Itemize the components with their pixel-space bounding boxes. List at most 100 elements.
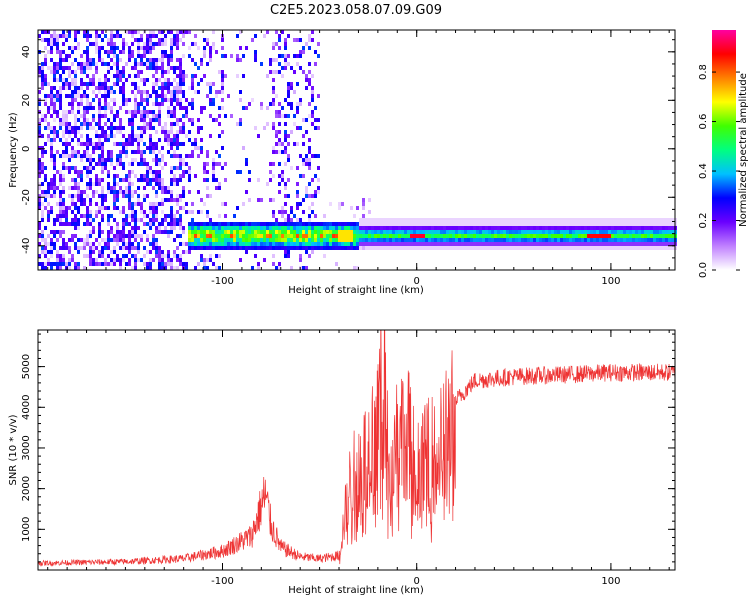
spectrogram-cell <box>461 242 464 246</box>
spectrogram-cell <box>350 222 353 226</box>
spectrogram-cell <box>83 106 86 110</box>
spectrogram-cell <box>605 234 608 238</box>
spectrogram-cell <box>92 226 95 230</box>
spectrogram-cell <box>215 226 218 230</box>
spectrogram-cell <box>467 234 470 238</box>
spectrogram-cell <box>287 254 290 258</box>
spectrogram-cell <box>272 214 275 218</box>
spectrogram-cell <box>50 50 53 54</box>
spectrogram-cell <box>299 154 302 158</box>
spectrogram-cell <box>398 222 401 226</box>
spectrogram-cell <box>101 126 104 130</box>
spectrogram-cell <box>350 226 353 230</box>
spectrogram-cell <box>128 230 131 234</box>
spectrogram-cell <box>128 58 131 62</box>
spectrogram-cell <box>80 114 83 118</box>
spectrogram-cell <box>287 238 290 242</box>
spectrogram-cell <box>317 154 320 158</box>
spectrogram-cell <box>284 194 287 198</box>
spectrogram-cell <box>269 70 272 74</box>
spectrogram-cell <box>122 218 125 222</box>
spectrogram-cell <box>161 198 164 202</box>
spectrogram-cell <box>536 218 539 222</box>
spectrogram-cell <box>248 234 251 238</box>
spectrogram-cell <box>563 230 566 234</box>
spectrogram-cell <box>377 222 380 226</box>
spectrogram-cell <box>299 254 302 258</box>
spectrogram-cell <box>296 142 299 146</box>
spectrogram-cell <box>158 170 161 174</box>
spectrogram-cell <box>527 230 530 234</box>
spectrogram-cell <box>263 238 266 242</box>
spectrogram-cell <box>548 226 551 230</box>
spectrogram-cell <box>107 190 110 194</box>
spectrogram-cell <box>608 226 611 230</box>
spectrogram-cell <box>98 86 101 90</box>
spectrogram-cell <box>71 218 74 222</box>
spectrogram-cell <box>635 246 638 250</box>
spectrogram-cell <box>485 226 488 230</box>
spectrogram-cell <box>173 150 176 154</box>
spectrogram-cell <box>263 126 266 130</box>
spectrogram-cell <box>185 250 188 254</box>
spectrogram-cell <box>95 30 98 34</box>
spectrogram-cell <box>188 238 191 242</box>
spectrogram-cell <box>299 202 302 206</box>
spectrogram-cell <box>134 74 137 78</box>
spectrogram-cell <box>410 226 413 230</box>
spectrogram-cell <box>110 126 113 130</box>
spectrogram-cell <box>212 222 215 226</box>
spectrogram-cell <box>434 218 437 222</box>
spectrogram-cell <box>92 250 95 254</box>
spectrogram-cell <box>140 34 143 38</box>
spectrogram-cell <box>278 246 281 250</box>
spectrogram-cell <box>158 174 161 178</box>
spectrogram-cell <box>317 94 320 98</box>
spectrogram-cell <box>518 234 521 238</box>
spectrogram-cell <box>371 234 374 238</box>
spectrogram-cell <box>617 234 620 238</box>
spectrogram-cell <box>53 106 56 110</box>
spectrogram-cell <box>353 234 356 238</box>
spectrogram-cell <box>536 238 539 242</box>
spectrogram-cell <box>170 178 173 182</box>
spectrogram-cell <box>122 246 125 250</box>
spectrogram-cell <box>590 218 593 222</box>
spectrogram-cell <box>173 122 176 126</box>
spectrogram-cell <box>170 218 173 222</box>
spectrogram-cell <box>146 62 149 66</box>
spectrogram-cell <box>221 54 224 58</box>
spectrogram-cell <box>617 222 620 226</box>
spectrogram-cell <box>53 30 56 34</box>
spectrogram-cell <box>278 54 281 58</box>
spectrogram-cell <box>224 178 227 182</box>
spectrogram-cell <box>542 226 545 230</box>
spectrogram-cell <box>122 126 125 130</box>
spectrogram-cell <box>98 34 101 38</box>
spectrogram-cell <box>308 70 311 74</box>
y-tick-label: 0 <box>21 146 32 152</box>
spectrogram-cell <box>89 254 92 258</box>
spectrogram-cell <box>272 70 275 74</box>
spectrogram-cell <box>68 94 71 98</box>
spectrogram-cell <box>614 246 617 250</box>
spectrogram-cell <box>152 30 155 34</box>
spectrogram-cell <box>104 98 107 102</box>
spectrogram-cell <box>440 238 443 242</box>
spectrogram-cell <box>422 242 425 246</box>
spectrogram-cell <box>119 238 122 242</box>
spectrogram-cell <box>449 222 452 226</box>
spectrogram-cell <box>134 98 137 102</box>
spectrogram-cell <box>122 142 125 146</box>
spectrogram-cell <box>458 234 461 238</box>
spectrogram-cell <box>269 62 272 66</box>
spectrogram-cell <box>197 66 200 70</box>
spectrogram-cell <box>98 146 101 150</box>
spectrogram-cell <box>182 94 185 98</box>
spectrogram-cell <box>65 142 68 146</box>
spectrogram-cell <box>467 218 470 222</box>
spectrogram-cell <box>131 246 134 250</box>
spectrogram-cell <box>128 138 131 142</box>
spectrogram-cell <box>614 234 617 238</box>
spectrogram-cell <box>272 222 275 226</box>
